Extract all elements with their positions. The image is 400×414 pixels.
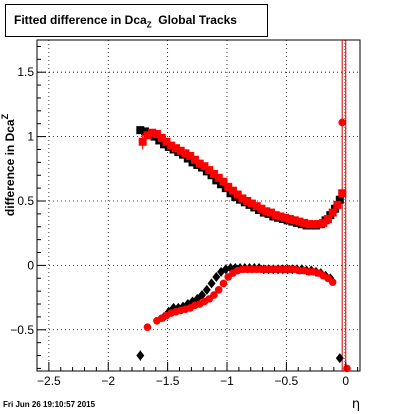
data-point-square [338, 189, 347, 198]
data-point-square [323, 215, 332, 224]
x-tick-label: 0 [342, 374, 349, 388]
y-tick-label: 0 [27, 258, 34, 272]
data-point-square [181, 149, 190, 158]
data-point-diamond [202, 284, 211, 295]
data-point-square [304, 220, 313, 229]
timestamp-footer: Fri Jun 26 19:10:57 2015 [3, 400, 96, 409]
x-axis-label: η [352, 397, 360, 412]
title-subscript: Z [146, 20, 152, 30]
title-main: Fitted difference in Dca [14, 13, 147, 27]
data-point-square [138, 137, 147, 146]
data-point-square [309, 220, 318, 229]
data-point-square [176, 146, 185, 155]
x-tick-label: −2.5 [37, 374, 61, 388]
data-point-square [276, 212, 285, 221]
data-point-circle [338, 118, 346, 127]
data-point-circle [214, 286, 223, 294]
data-point-circle [210, 291, 218, 299]
data-point-diamond [335, 353, 344, 364]
data-point-square [335, 195, 344, 204]
data-point-square [271, 211, 280, 220]
data-point-diamond [136, 350, 145, 361]
data-point-square [233, 190, 242, 199]
y-tick-label: −0.5 [10, 323, 34, 337]
x-tick-label: −1 [220, 374, 234, 388]
data-point-diamond [207, 278, 216, 289]
data-point-square [209, 169, 218, 178]
data-point-square [167, 141, 176, 150]
data-point-square [186, 151, 195, 160]
y-axis-label-main: difference in Dca [3, 119, 17, 216]
data-point-square [290, 216, 299, 225]
data-point-square [285, 215, 294, 224]
data-point-diamond [212, 271, 221, 282]
data-point-circle [343, 364, 351, 373]
y-tick-label: 1 [27, 130, 34, 144]
y-tick-label: 0.5 [17, 194, 34, 208]
data-point-circle [143, 323, 152, 332]
data-point-square [157, 133, 166, 142]
data-point-circle [219, 279, 228, 288]
title-box: Fitted difference in DcaZ Global Tracks [5, 4, 268, 37]
chart-title: Fitted difference in DcaZ Global Tracks [14, 13, 237, 29]
data-point-square [281, 213, 290, 222]
data-point-square [162, 137, 171, 146]
y-tick-label: 1.5 [17, 65, 34, 79]
data-point-square [333, 200, 342, 209]
x-tick-label: −1.5 [156, 374, 180, 388]
data-point-square [266, 208, 275, 217]
data-point-square [319, 218, 328, 227]
data-point-square [219, 177, 228, 186]
data-point-square [214, 173, 223, 182]
data-point-square [328, 208, 337, 217]
data-point-square [257, 204, 266, 213]
data-point-square [243, 196, 252, 205]
data-point-square [205, 166, 214, 175]
data-point-square [247, 199, 256, 208]
title-suffix: Global Tracks [158, 13, 237, 27]
data-point-square [195, 159, 204, 168]
data-point-square [152, 130, 161, 139]
data-point-square [238, 194, 247, 203]
data-point-square [295, 217, 304, 226]
data-point-square [143, 131, 152, 140]
data-point-square [262, 207, 271, 216]
data-point-square [148, 128, 157, 137]
x-tick-label: −0.5 [275, 374, 299, 388]
y-axis-label: difference in DcaZ [0, 113, 17, 216]
data-point-square [171, 144, 180, 153]
data-point-square [200, 162, 209, 171]
data-point-square [228, 186, 237, 195]
y-axis-label-sub: Z [0, 113, 10, 119]
data-point-square [136, 126, 145, 135]
data-point-diamond [198, 290, 207, 301]
data-point-square [190, 155, 199, 164]
x-tick-label: −2 [101, 374, 115, 388]
data-point-square [252, 202, 261, 211]
data-point-square [314, 220, 323, 229]
data-point-square [300, 218, 309, 227]
data-point-circle [328, 278, 337, 286]
data-point-square [224, 182, 233, 191]
plot-frame [36, 39, 361, 372]
